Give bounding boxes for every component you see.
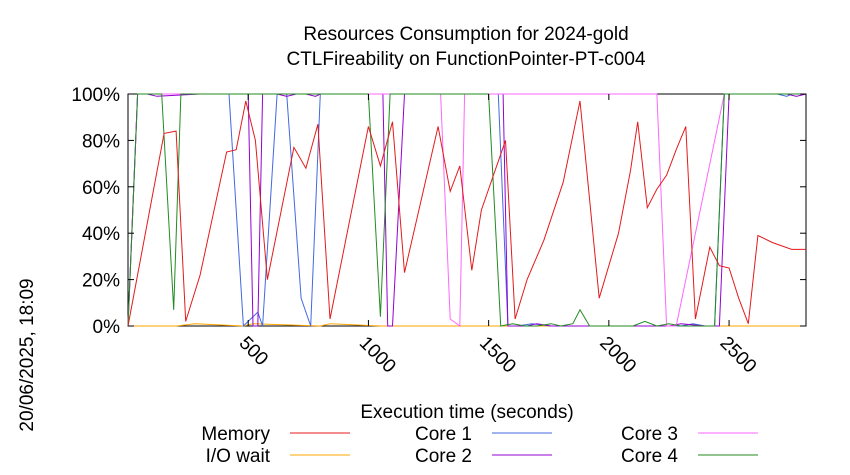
y-tick-label: 20% (82, 271, 120, 292)
x-tick-label: 2500 (716, 333, 761, 378)
x-tick-label: 1500 (475, 333, 520, 378)
x-tick-label: 2000 (595, 333, 640, 378)
legend-label-core-2: Core 2 (415, 446, 472, 467)
legend-label-memory: Memory (201, 424, 270, 445)
series-line-core-2 (127, 93, 807, 327)
legend-label-core-1: Core 1 (415, 424, 472, 445)
series-line-memory (127, 100, 806, 327)
y-tick-label: 80% (82, 131, 120, 152)
legend-label-core-3: Core 3 (621, 424, 678, 445)
plot-frame (127, 93, 807, 327)
y-tick-label: 40% (82, 224, 120, 245)
chart-title: Resources Consumption for 2024-gold (303, 24, 628, 45)
x-axis-label: Execution time (seconds) (360, 402, 573, 423)
y-tick-label: 0% (93, 317, 121, 338)
x-tick-label: 500 (235, 333, 272, 370)
timestamp-label: 20/06/2025, 18:09 (17, 278, 38, 431)
chart-subtitle: CTLFireability on FunctionPointer-PT-c00… (286, 49, 645, 70)
series-line-core-3 (127, 93, 806, 327)
series-line-core-1 (127, 93, 806, 328)
legend-label-i-o-wait: I/O wait (206, 446, 271, 467)
x-tick-label: 1000 (355, 333, 400, 378)
series-line-core-4 (127, 93, 806, 327)
series-line-i-o-wait (128, 323, 806, 327)
series-layer (127, 93, 807, 328)
y-tick-label: 60% (82, 178, 120, 199)
legend-label-core-4: Core 4 (621, 446, 678, 467)
y-tick-label: 100% (71, 85, 120, 106)
